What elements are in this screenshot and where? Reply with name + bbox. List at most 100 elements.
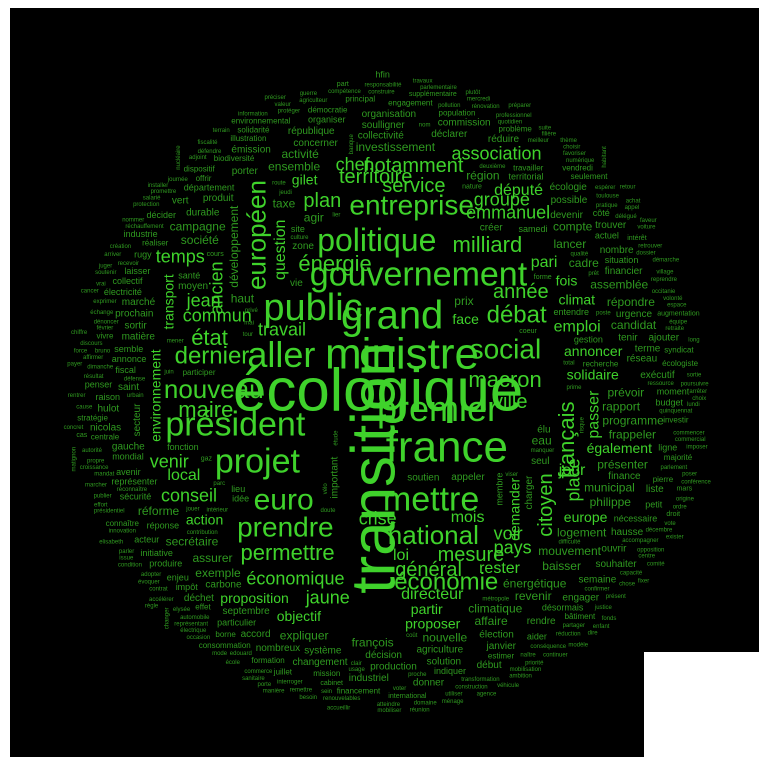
cloud-word: impôt [176, 582, 199, 592]
cloud-word: place [564, 458, 584, 501]
cloud-word: europe [564, 509, 608, 525]
cloud-word: parlementaire [420, 85, 457, 91]
cloud-word: annonce [112, 354, 147, 364]
cloud-word: présenter [597, 458, 648, 472]
cloud-word: opposition [637, 548, 664, 554]
cloud-word: site [291, 224, 305, 234]
cloud-word: agriculture [417, 644, 464, 655]
cloud-word: propre [87, 458, 105, 464]
cloud-word: action [186, 512, 223, 528]
cloud-word: hfin [375, 69, 390, 79]
cloud-word: prime [567, 385, 583, 391]
cloud-word: dimanche [87, 365, 114, 371]
cloud-word: semaine [579, 575, 617, 586]
cloud-word: ressource [648, 381, 675, 387]
cloud-word: capacité [620, 570, 643, 576]
cloud-word: droit [666, 511, 680, 518]
cloud-word: santé [178, 270, 200, 280]
cloud-word: maire [178, 397, 233, 422]
cloud-word: ajouter [649, 332, 680, 343]
cloud-word: réseau [627, 354, 658, 365]
cloud-word: poursuivre [681, 382, 710, 388]
cloud-word: citoyen [535, 473, 557, 536]
cloud-word: manquer [531, 448, 555, 454]
cloud-word: continuer [543, 652, 568, 658]
cloud-word: matière [122, 332, 156, 343]
cloud-word: gilet [292, 171, 318, 187]
cloud-word: raison [96, 392, 121, 402]
cloud-word: échange [90, 310, 114, 316]
cloud-word: edouard [230, 651, 252, 657]
cloud-word: lieu [231, 484, 245, 494]
cloud-word: intérêt [627, 235, 647, 242]
cloud-word: dossier [636, 250, 655, 256]
cloud-word: février [97, 326, 114, 332]
cloud-word: fois [556, 272, 578, 288]
cloud-word: municipal [584, 480, 635, 494]
cloud-word: économique [246, 569, 344, 589]
cloud-word: petit [645, 500, 663, 510]
cloud-word: construction [455, 685, 487, 691]
cloud-word: carbone [205, 580, 242, 591]
cloud-word: septembre [223, 606, 271, 617]
cloud-word: commencer [673, 431, 704, 437]
cloud-word: priorité [525, 660, 544, 666]
cloud-word: imposer [686, 444, 707, 450]
cloud-word: professionnel [496, 113, 532, 119]
cloud-word: village [656, 270, 674, 276]
cloud-word: proposition [220, 590, 288, 606]
cloud-word: consommation [199, 641, 251, 650]
cloud-word: augmentation [657, 311, 700, 318]
cloud-word: national [388, 520, 479, 550]
cloud-word: entendre [554, 307, 590, 317]
cloud-word: accélérer [149, 597, 174, 603]
cloud-word: réponse [147, 521, 180, 531]
cloud-word: désormais [542, 603, 584, 613]
cloud-background-lower [10, 652, 644, 757]
cloud-word: énergie [298, 251, 371, 276]
cloud-word: effet [195, 603, 211, 612]
cloud-word: concret [64, 425, 84, 431]
cloud-word: partir [411, 601, 443, 617]
cloud-word: industrie [124, 229, 158, 239]
cloud-word: mener [167, 339, 184, 345]
cloud-word: meilleur [528, 138, 549, 144]
cloud-word: devenir [550, 210, 583, 221]
cloud-word: supplémentaire [409, 91, 457, 98]
cloud-background [10, 8, 759, 652]
cloud-word: système [304, 646, 342, 657]
cloud-word: parc [213, 481, 225, 487]
cloud-word: gestion [574, 334, 603, 344]
cloud-word: utiliser [445, 692, 462, 698]
cloud-word: écologique [233, 357, 523, 424]
cloud-word: réduction [556, 632, 581, 638]
cloud-word: mouvement [538, 544, 601, 558]
cloud-word: nouveau [164, 374, 264, 404]
cloud-word: toulouse [596, 194, 619, 200]
cloud-word: liste [646, 484, 664, 495]
cloud-word: équipe [669, 319, 688, 325]
cloud-word: enjeu [167, 573, 189, 583]
cloud-word: proposer [405, 616, 461, 632]
cloud-word: voiture [637, 225, 656, 231]
cloud-word: transformation [461, 677, 499, 683]
cloud-word: adjoint [189, 155, 207, 161]
cloud-word: centrale [91, 433, 120, 442]
cloud-word: discours [80, 341, 102, 347]
cloud-word: bâtiment [565, 612, 596, 621]
cloud-word: grand [341, 293, 443, 337]
cloud-word: naître [520, 652, 536, 658]
cloud-word: seulement [571, 172, 609, 181]
cloud-word: thème [560, 138, 577, 144]
cloud-word: protection [133, 202, 159, 208]
cloud-word: fiscalité [198, 140, 219, 146]
cloud-word: exemple [195, 566, 241, 580]
cloud-word: appel [625, 205, 640, 211]
cloud-word: rapport [602, 399, 641, 413]
cloud-word: porte [258, 682, 272, 688]
cloud-word: étude [333, 430, 339, 446]
cloud-word: vivre [97, 332, 114, 341]
cloud-word: vendredi [562, 163, 593, 172]
cloud-word: côté [593, 208, 610, 218]
cloud-word: emploi [554, 318, 601, 335]
